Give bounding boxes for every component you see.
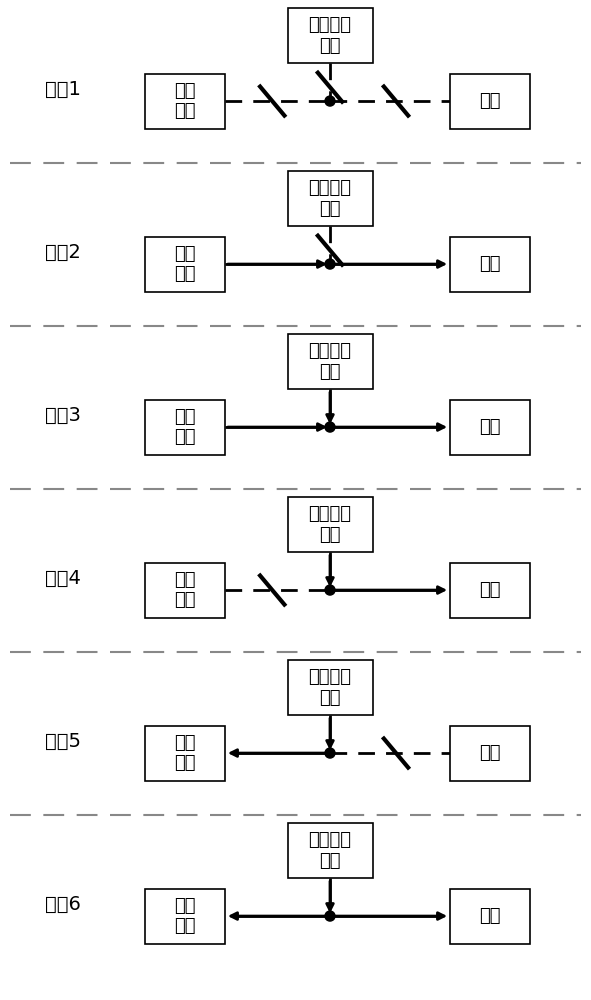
Text: 清洁能源
供电: 清洁能源 供电	[309, 342, 352, 381]
Bar	[145, 237, 225, 292]
Bar	[145, 74, 225, 129]
Bar	[145, 889, 225, 944]
Bar	[450, 237, 530, 292]
Text: 电网
供电: 电网 供电	[174, 245, 196, 283]
Text: 模式6: 模式6	[45, 895, 81, 914]
Text: 负载: 负载	[479, 744, 501, 762]
Text: 负载: 负载	[479, 907, 501, 925]
Text: 清洁能源
供电: 清洁能源 供电	[309, 179, 352, 218]
Bar	[287, 497, 372, 552]
Bar	[145, 563, 225, 618]
Text: 模式3: 模式3	[45, 406, 81, 425]
Circle shape	[325, 748, 335, 758]
Text: 电网
供电: 电网 供电	[174, 897, 196, 935]
Text: 清洁能源
供电: 清洁能源 供电	[309, 668, 352, 707]
Text: 电网
供电: 电网 供电	[174, 82, 196, 120]
Text: 负载: 负载	[479, 92, 501, 110]
Text: 模式1: 模式1	[45, 80, 81, 99]
Bar	[450, 889, 530, 944]
Text: 清洁能源
供电: 清洁能源 供电	[309, 831, 352, 870]
Text: 负载: 负载	[479, 255, 501, 273]
Text: 模式2: 模式2	[45, 243, 81, 262]
Text: 负载: 负载	[479, 418, 501, 436]
Text: 模式5: 模式5	[45, 732, 81, 751]
Text: 清洁能源
供电: 清洁能源 供电	[309, 505, 352, 544]
Text: 电网
供电: 电网 供电	[174, 734, 196, 772]
Bar	[287, 334, 372, 389]
Bar	[287, 823, 372, 878]
Circle shape	[325, 259, 335, 269]
Circle shape	[325, 911, 335, 921]
Bar	[450, 563, 530, 618]
Circle shape	[325, 96, 335, 106]
Text: 清洁能源
供电: 清洁能源 供电	[309, 16, 352, 55]
Bar	[145, 726, 225, 781]
Bar	[145, 400, 225, 455]
Bar	[450, 400, 530, 455]
Bar	[450, 726, 530, 781]
Text: 负载: 负载	[479, 581, 501, 599]
Circle shape	[325, 422, 335, 432]
Text: 电网
供电: 电网 供电	[174, 571, 196, 609]
Text: 电网
供电: 电网 供电	[174, 408, 196, 446]
Circle shape	[325, 585, 335, 595]
Bar	[287, 660, 372, 715]
Bar	[450, 74, 530, 129]
Bar	[287, 171, 372, 226]
Text: 模式4: 模式4	[45, 569, 81, 588]
Bar	[287, 8, 372, 63]
